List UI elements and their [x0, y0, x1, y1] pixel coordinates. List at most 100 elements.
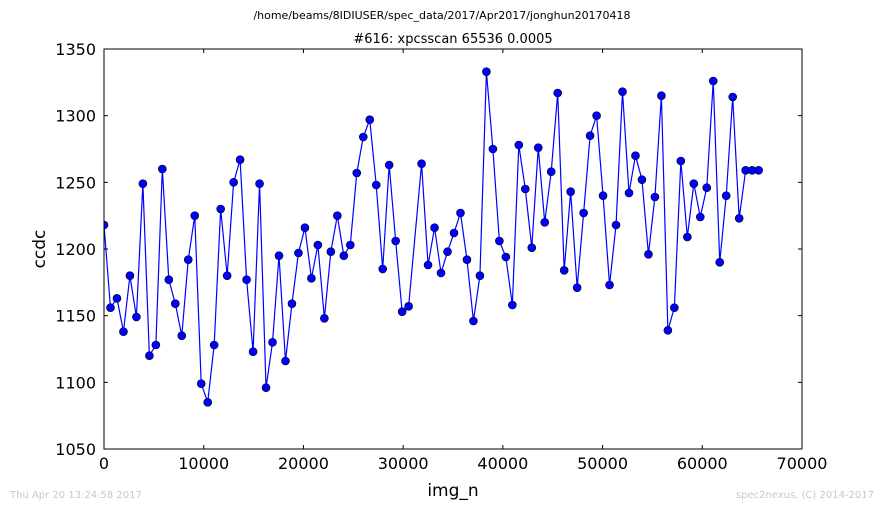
- data-point: [592, 111, 601, 120]
- data-point: [229, 178, 238, 187]
- data-point: [657, 91, 666, 100]
- data-point: [106, 303, 115, 312]
- data-point: [104, 220, 109, 230]
- data-point: [676, 156, 686, 166]
- data-point: [300, 223, 310, 232]
- data-point: [469, 316, 478, 326]
- data-point: [644, 250, 653, 259]
- data-point: [663, 326, 673, 335]
- y-tick-label: 1150: [55, 307, 96, 326]
- data-point: [572, 283, 582, 292]
- data-point: [553, 88, 563, 98]
- data-point: [715, 258, 725, 267]
- data-point: [365, 115, 375, 124]
- data-point: [320, 314, 329, 323]
- data-point: [138, 179, 148, 188]
- data-point: [196, 379, 206, 388]
- data-point: [514, 140, 524, 150]
- data-point: [520, 184, 530, 194]
- data-point: [125, 271, 135, 280]
- data-point: [624, 188, 634, 198]
- series-line: [104, 71, 759, 403]
- data-point: [702, 183, 712, 192]
- data-point: [255, 179, 264, 188]
- data-point: [242, 275, 251, 284]
- data-point: [708, 76, 718, 86]
- chart-title: #616: xpcsscan 65536 0.0005: [353, 32, 552, 47]
- data-point: [611, 220, 621, 230]
- y-tick-label: 1250: [55, 173, 96, 192]
- data-point: [417, 159, 426, 168]
- x-tick-label: 60000: [677, 454, 728, 473]
- series-group: [104, 67, 763, 407]
- data-point: [339, 251, 349, 260]
- data-point: [268, 338, 277, 347]
- data-point: [391, 236, 400, 246]
- data-point: [430, 223, 439, 232]
- data-point: [423, 260, 433, 270]
- data-point: [248, 347, 258, 356]
- footer-credit: spec2nexus, (C) 2014-2017: [735, 490, 874, 501]
- data-point: [132, 312, 141, 322]
- data-point: [475, 271, 485, 280]
- data-point: [287, 299, 297, 308]
- x-tick-label: 40000: [477, 454, 528, 473]
- file-path-header: /home/beams/8IDIUSER/spec_data/2017/Apr2…: [253, 9, 630, 22]
- data-point: [158, 164, 167, 174]
- data-point: [222, 271, 232, 280]
- x-tick-label: 50000: [577, 454, 628, 473]
- data-point: [683, 232, 692, 242]
- data-point: [598, 191, 608, 200]
- data-point: [527, 243, 537, 252]
- data-point: [734, 214, 744, 223]
- data-point: [462, 255, 472, 264]
- x-tick-label: 30000: [378, 454, 429, 473]
- data-point: [345, 240, 355, 250]
- data-point: [495, 236, 504, 246]
- data-point: [533, 143, 543, 152]
- data-point: [235, 155, 245, 164]
- data-point: [579, 208, 588, 218]
- data-point: [190, 211, 200, 220]
- data-point: [378, 264, 388, 274]
- data-point: [605, 280, 614, 290]
- data-point: [333, 211, 342, 220]
- data-point: [170, 299, 180, 308]
- data-point: [670, 303, 679, 312]
- data-point: [216, 204, 225, 214]
- data-point: [559, 266, 569, 275]
- data-point: [281, 356, 290, 366]
- plot-area: 0 10000 20000 30000 40000 50000 60000 70000 1050…: [55, 40, 827, 473]
- data-point: [631, 151, 640, 160]
- data-point: [183, 255, 193, 264]
- data-point: [546, 167, 556, 176]
- data-point: [754, 166, 763, 175]
- data-point: [456, 208, 465, 218]
- y-axis-label: ccdc: [30, 230, 50, 269]
- data-point: [449, 228, 459, 238]
- data-point: [488, 144, 498, 154]
- y-tick-label: 1050: [55, 440, 96, 459]
- data-point: [618, 87, 627, 96]
- data-point: [358, 132, 368, 142]
- data-point: [566, 187, 575, 196]
- x-tick-label: 10000: [178, 454, 229, 473]
- data-point: [112, 294, 122, 303]
- data-point: [145, 351, 154, 360]
- data-point: [119, 327, 128, 336]
- data-point: [689, 179, 699, 188]
- data-point: [508, 300, 517, 310]
- data-point: [404, 302, 413, 311]
- y-tick-label: 1350: [55, 40, 96, 59]
- data-point: [326, 247, 336, 256]
- data-point: [482, 67, 491, 76]
- data-point: [177, 331, 187, 340]
- footer-timestamp: Thu Apr 20 13:24:58 2017: [10, 490, 142, 501]
- data-point: [294, 248, 303, 258]
- data-point: [721, 191, 731, 200]
- data-point: [164, 275, 174, 284]
- data-point: [436, 268, 446, 278]
- y-tick-label: 1300: [55, 107, 96, 126]
- data-point: [384, 160, 394, 170]
